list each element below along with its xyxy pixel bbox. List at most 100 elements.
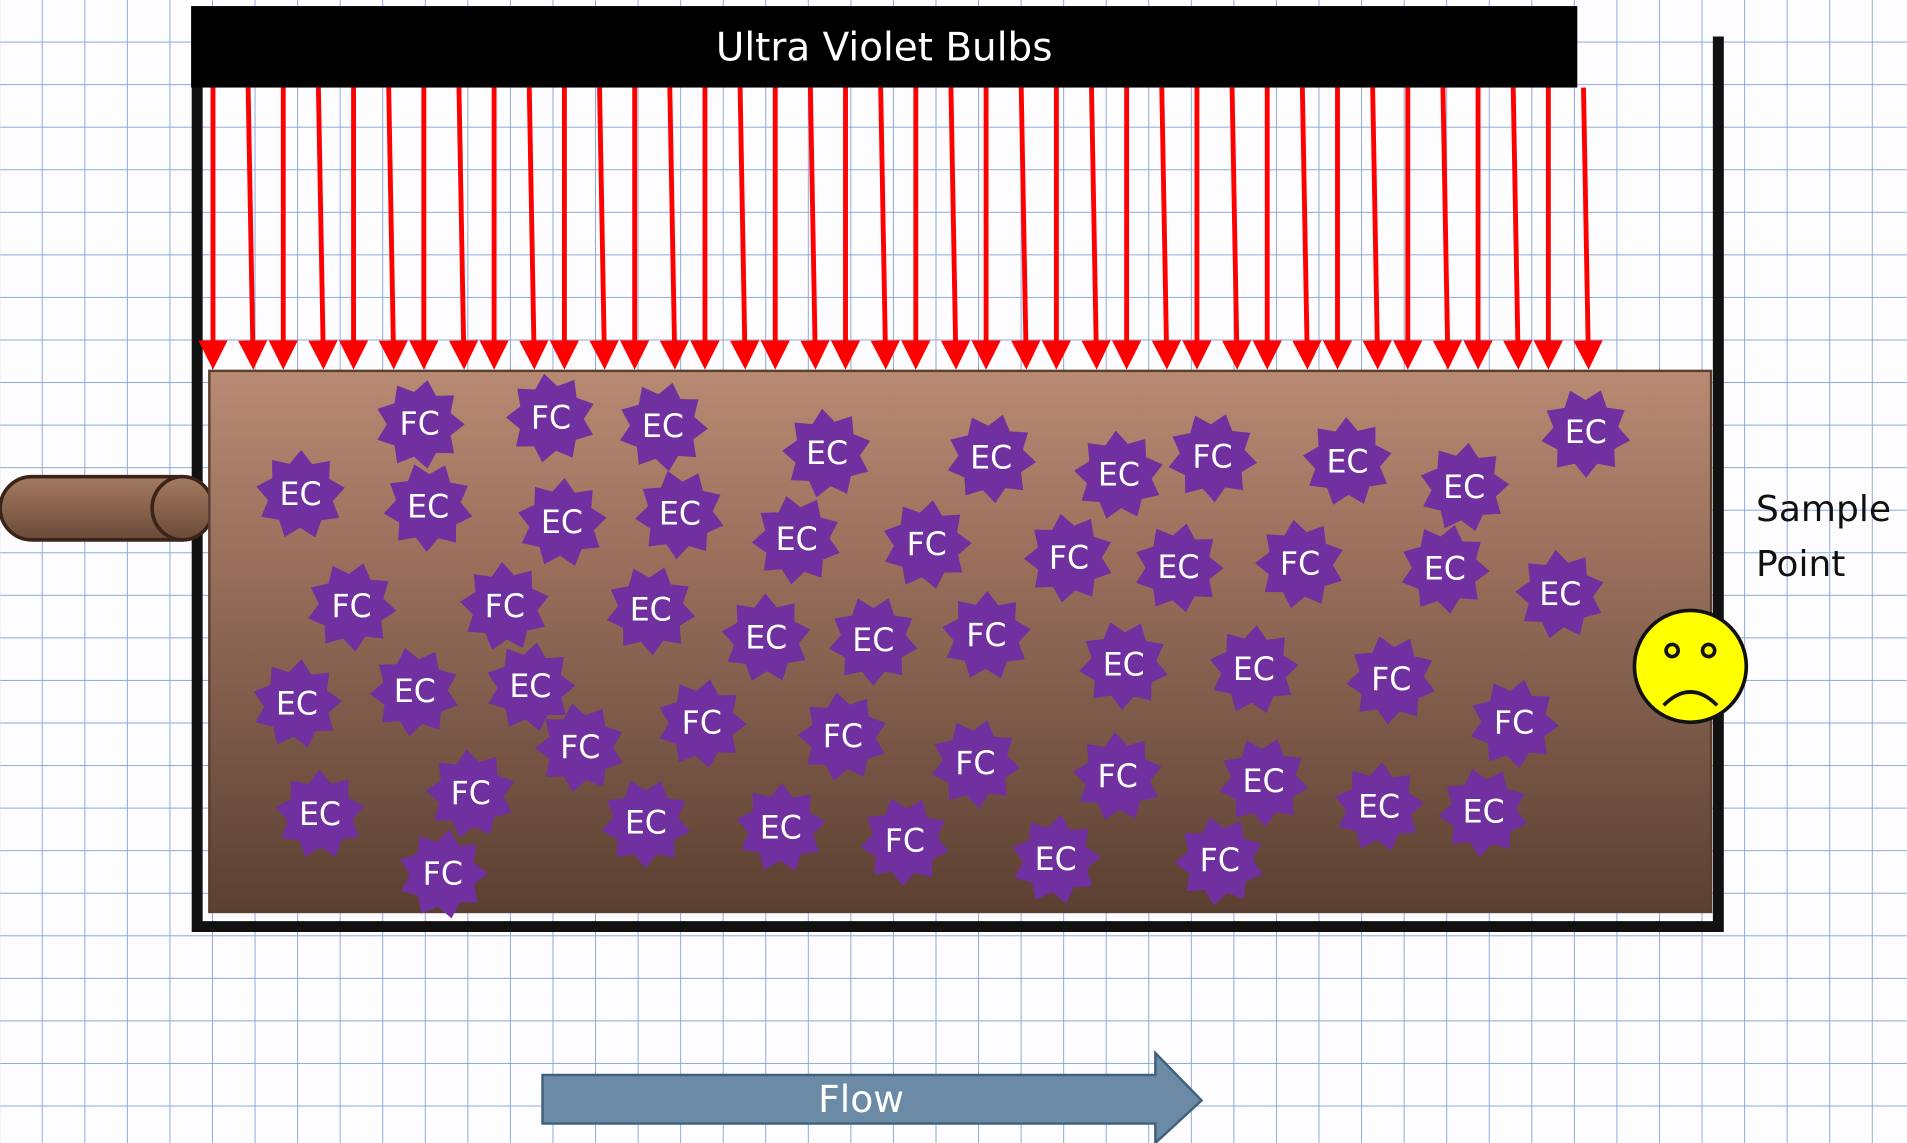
particle-label: EC <box>1358 790 1400 826</box>
uv-ray <box>448 87 479 370</box>
particle: EC <box>1210 625 1299 714</box>
particle-star <box>942 590 1031 679</box>
particle-label: FC <box>955 746 995 782</box>
particle: EC <box>1335 762 1424 851</box>
particle-label: FC <box>885 824 925 860</box>
particle-star <box>1174 817 1263 906</box>
particle-label: EC <box>299 797 341 833</box>
uv-ray <box>1432 87 1463 370</box>
particle-label: EC <box>276 686 318 722</box>
particle: EC <box>1515 549 1604 639</box>
particle-label: EC <box>1424 551 1466 587</box>
particle-star <box>860 798 949 887</box>
particle: EC <box>601 780 691 869</box>
particle-star <box>1346 636 1435 725</box>
uv-ray <box>1222 87 1252 370</box>
particle-label: FC <box>1098 759 1138 795</box>
particle-label: FC <box>560 730 600 766</box>
particle-star <box>1255 519 1343 609</box>
particle: EC <box>369 647 458 737</box>
particle-star <box>751 496 840 585</box>
particle-star <box>947 414 1037 504</box>
particle-star <box>1335 762 1424 851</box>
particle-star <box>256 449 345 538</box>
uv-ray <box>1362 87 1392 370</box>
particle-star <box>1079 622 1168 711</box>
uv-ray <box>238 87 268 370</box>
particle-label: EC <box>852 623 894 659</box>
particle-star <box>883 500 972 589</box>
particle-star <box>1420 442 1510 532</box>
pipe-end <box>150 474 215 542</box>
particle: EC <box>619 382 708 472</box>
uv-ray <box>1081 87 1111 370</box>
particle-star <box>736 783 826 871</box>
particle-star <box>828 598 918 686</box>
particle-label: FC <box>400 407 440 443</box>
particle-label: EC <box>760 810 802 846</box>
particle-label: EC <box>1443 470 1485 506</box>
particle-label: EC <box>1326 444 1368 480</box>
particle: FC <box>797 692 886 781</box>
uv-ray <box>730 87 760 370</box>
particle-star <box>1024 513 1112 603</box>
particle-label: FC <box>823 719 863 755</box>
particle: EC <box>782 408 871 498</box>
particle-star <box>797 692 886 781</box>
particle: FC <box>535 703 623 793</box>
particle-star <box>721 593 811 681</box>
uv-ray <box>659 87 690 370</box>
particle-label: EC <box>1243 764 1285 800</box>
particle-label: FC <box>1371 662 1411 698</box>
uv-ray <box>308 87 338 370</box>
particle-star <box>400 829 488 919</box>
particle-star <box>1438 768 1528 858</box>
particle: EC <box>1541 390 1631 478</box>
particle-label: EC <box>642 409 684 445</box>
uv-ray <box>519 87 549 370</box>
particle-star <box>1541 390 1631 478</box>
particle: FC <box>308 563 397 652</box>
particle-star <box>253 659 342 748</box>
particle: EC <box>1219 739 1309 827</box>
uv-bulb-bar <box>191 6 1578 88</box>
uv-rays <box>198 87 1603 370</box>
particle-label: FC <box>1192 439 1232 475</box>
particle: FC <box>506 373 594 463</box>
particle-star <box>1074 430 1163 519</box>
particle: EC <box>606 567 696 656</box>
particle: FC <box>377 380 465 469</box>
uv-ray <box>1573 87 1603 370</box>
particle: EC <box>1079 622 1168 711</box>
particle-star <box>1515 549 1604 639</box>
particle-star <box>535 703 623 793</box>
particle: EC <box>1401 525 1490 614</box>
particle-star <box>1219 739 1309 827</box>
uv-ray <box>870 87 900 370</box>
particle-label: EC <box>970 441 1012 477</box>
uv-ray <box>1503 87 1533 370</box>
particle-star <box>1210 625 1299 714</box>
particle-star <box>635 471 724 560</box>
particle-label: EC <box>280 477 322 513</box>
particle-star <box>931 720 1021 809</box>
particle: EC <box>828 598 918 686</box>
particle-star <box>1012 814 1101 904</box>
particle-label: FC <box>907 527 947 563</box>
uv-ray <box>1292 87 1322 370</box>
particle-star <box>308 563 397 652</box>
particle: EC <box>275 769 365 858</box>
uv-ray <box>800 87 830 370</box>
flow-label: Flow <box>818 1077 904 1121</box>
particle-star <box>1168 414 1258 503</box>
particle: EC <box>383 464 473 553</box>
particle: EC <box>1012 814 1101 904</box>
particle: EC <box>256 449 345 538</box>
particle: FC <box>1346 636 1435 725</box>
particle: EC <box>487 642 576 732</box>
particle-star <box>601 780 691 869</box>
particle-star <box>383 464 473 553</box>
particle-label: EC <box>1098 458 1140 494</box>
particle-label: FC <box>966 618 1006 654</box>
